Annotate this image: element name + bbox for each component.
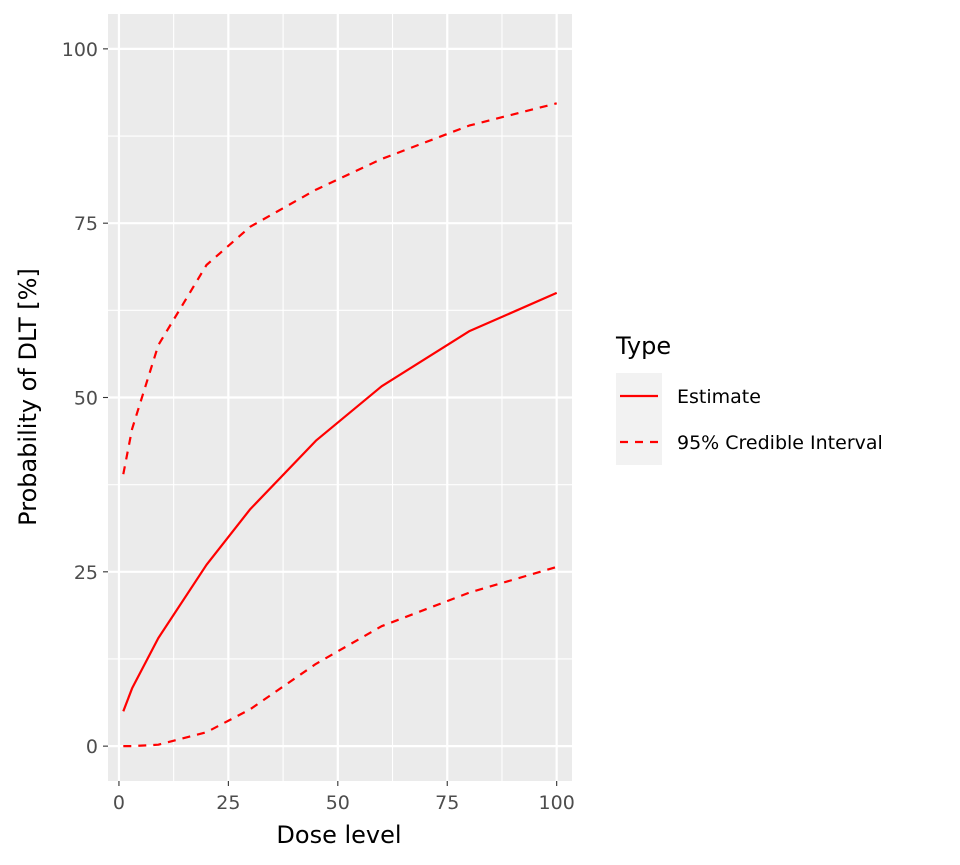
x-tick-label: 25 [216,792,240,814]
major-gridlines [108,14,572,781]
y-tick-label: 100 [62,39,98,61]
y-tick-label: 0 [86,736,98,758]
legend-label-estimate: Estimate [677,386,761,408]
y-tick-label: 25 [74,562,98,584]
legend-title: Type [615,332,671,360]
x-tick-label: 75 [435,792,459,814]
y-tick-label: 75 [74,213,98,235]
legend: Type Estimate 95% Credible Interval [615,332,883,465]
data-lines [122,102,558,748]
series-line-credible-lower [123,565,558,748]
series-line-credible-upper [122,102,557,475]
legend-key-background [616,373,662,465]
axes: 0 25 50 75 100 0 25 50 75 100 [62,39,575,814]
x-tick-label: 0 [113,792,125,814]
legend-label-credible-interval: 95% Credible Interval [677,432,883,454]
x-tick-label: 50 [326,792,350,814]
x-axis-title: Dose level [276,821,401,849]
series-line-estimate [122,291,558,712]
x-tick-label: 100 [539,792,575,814]
y-axis-title: Probability of DLT [%] [14,268,42,526]
y-tick-label: 50 [74,388,98,410]
